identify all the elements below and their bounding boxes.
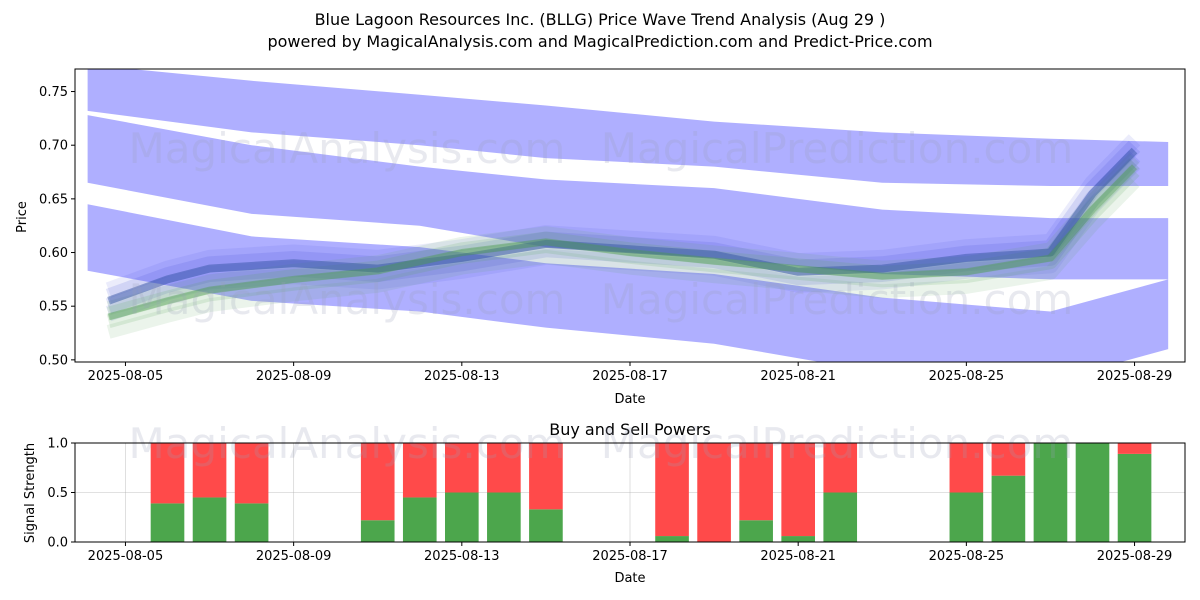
price-y-tick-label: 0.55: [39, 300, 68, 315]
signal-title: Buy and Sell Powers: [549, 420, 711, 439]
price-y-tick-label: 0.65: [39, 192, 68, 207]
price-x-tick-label: 2025-08-13: [424, 369, 500, 384]
price-x-tick-label: 2025-08-09: [256, 369, 332, 384]
price-x-tick-label: 2025-08-25: [929, 369, 1005, 384]
sell-bar: [823, 443, 858, 493]
sell-bar: [445, 443, 479, 493]
price-y-tick-label: 0.70: [39, 139, 68, 154]
signal-y-tick-label: 0.0: [47, 536, 68, 551]
chart-subtitle: powered by MagicalAnalysis.com and Magic…: [267, 32, 932, 51]
signal-x-tick-label: 2025-08-09: [256, 549, 332, 564]
signal-y-label: Signal Strength: [23, 443, 38, 543]
sell-bar: [360, 443, 395, 521]
buy-bar: [192, 497, 227, 542]
watermark-prediction-2: MagicalPrediction.com: [601, 275, 1074, 324]
sell-bar: [402, 443, 437, 498]
signal-x-label: Date: [614, 571, 645, 586]
buy-bar: [739, 520, 773, 542]
price-y-tick-label: 0.50: [39, 353, 68, 368]
buy-bar: [1033, 443, 1068, 542]
watermark-analysis: MagicalAnalysis.com: [129, 124, 566, 173]
watermark-prediction: MagicalPrediction.com: [601, 124, 1074, 173]
price-y-label: Price: [15, 201, 30, 233]
blue-trend-line: [107, 147, 1138, 305]
price-x-tick-label: 2025-08-17: [592, 369, 668, 384]
signal-panel: Buy and Sell Powers MagicalAnalysis.com …: [23, 419, 1186, 586]
buy-bar: [529, 509, 563, 542]
buy-bar: [360, 520, 395, 542]
buy-bar: [445, 492, 479, 542]
buy-bar: [655, 536, 689, 542]
buy-bar: [1075, 443, 1110, 542]
signal-x-tick-label: 2025-08-21: [760, 549, 836, 564]
buy-bar: [1117, 453, 1152, 542]
price-y-tick-label: 0.60: [39, 246, 68, 261]
signal-y-tick-label: 0.5: [47, 486, 68, 501]
buy-bar: [234, 503, 269, 542]
price-x-tick-label: 2025-08-29: [1097, 369, 1173, 384]
sell-bar: [697, 443, 731, 542]
green-trend-ribbon-0: [106, 176, 1140, 339]
price-x-tick-label: 2025-08-21: [760, 369, 836, 384]
blue-trend-ribbon-2: [105, 150, 1141, 314]
sell-bar: [739, 443, 773, 521]
blue-trend-ribbon-3: [105, 140, 1141, 305]
buy-bar: [949, 492, 984, 542]
sell-bar: [781, 443, 815, 537]
sell-bar: [192, 443, 227, 498]
middle-wave-band: [87, 115, 1169, 280]
sell-bar: [949, 443, 984, 493]
buy-bar: [781, 536, 815, 542]
blue-trend-ribbon-1: [105, 134, 1141, 298]
lower-wave-band: [87, 204, 1169, 362]
chart-title: Blue Lagoon Resources Inc. (BLLG) Price …: [315, 10, 886, 29]
price-panel: MagicalAnalysis.com MagicalPrediction.co…: [15, 68, 1186, 407]
price-x-tick-label: 2025-08-05: [88, 369, 164, 384]
sell-bar: [991, 443, 1026, 476]
sell-bar: [529, 443, 563, 510]
green-trend-ribbon-3: [106, 158, 1140, 321]
sell-bar: [655, 443, 689, 537]
price-y-tick-label: 0.75: [39, 85, 68, 100]
signal-x-tick-label: 2025-08-05: [88, 549, 164, 564]
price-x-label: Date: [614, 392, 645, 407]
signal-x-tick-label: 2025-08-13: [424, 549, 500, 564]
buy-bar: [402, 497, 437, 542]
sell-bar: [234, 443, 269, 504]
signal-x-tick-label: 2025-08-25: [929, 549, 1005, 564]
buy-bar: [991, 475, 1026, 542]
green-trend-line: [107, 164, 1138, 321]
upper-wave-band: [87, 69, 1169, 186]
signal-x-tick-label: 2025-08-29: [1097, 549, 1173, 564]
buy-bar: [150, 503, 185, 542]
buy-bar: [823, 492, 858, 542]
watermark-analysis-2: MagicalAnalysis.com: [129, 275, 566, 324]
signal-x-tick-label: 2025-08-17: [592, 549, 668, 564]
green-trend-ribbon-2: [106, 166, 1140, 328]
sell-bar: [487, 443, 521, 493]
sell-bar: [150, 443, 185, 504]
green-trend-ribbon-1: [106, 153, 1140, 316]
sell-bar: [1117, 443, 1152, 454]
signal-y-tick-label: 1.0: [47, 437, 68, 452]
blue-trend-ribbon-0: [105, 157, 1141, 322]
buy-bar: [487, 492, 521, 542]
